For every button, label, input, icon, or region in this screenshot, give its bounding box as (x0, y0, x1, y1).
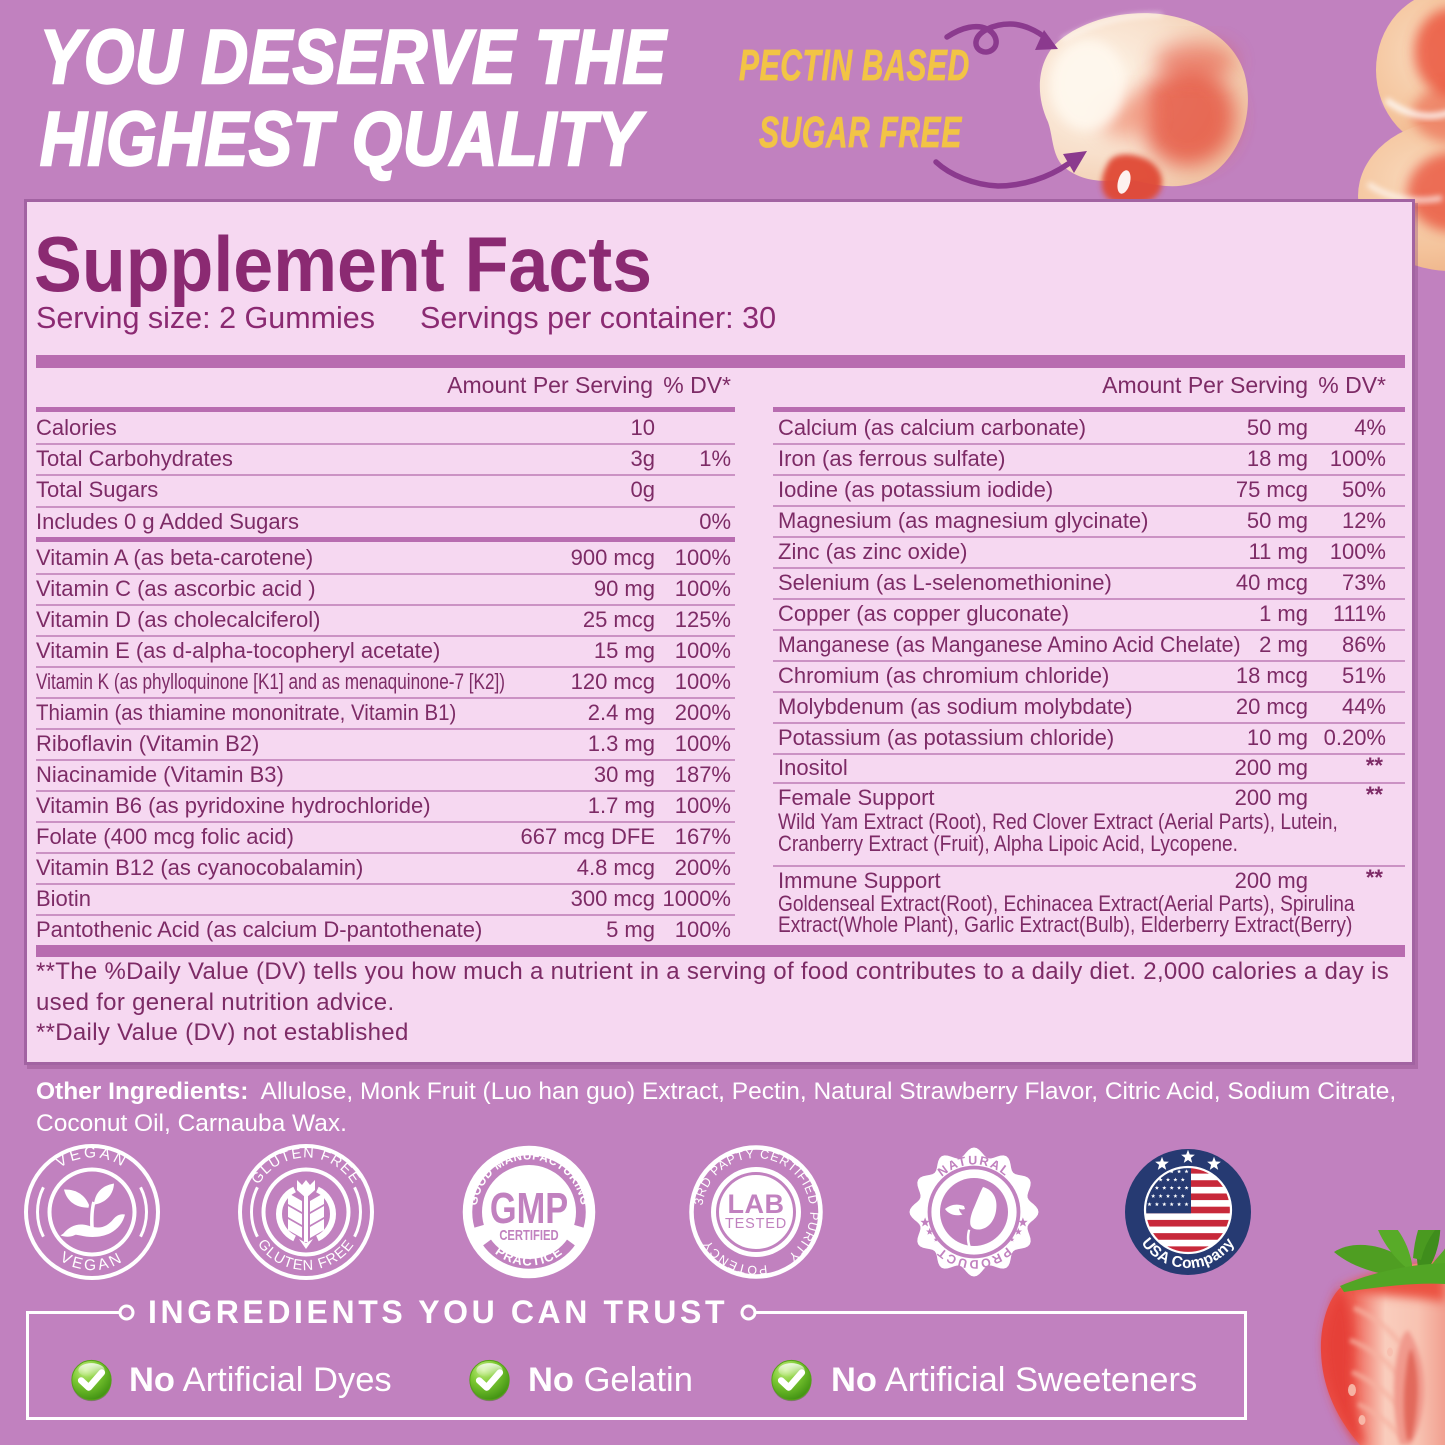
svg-text:LAB: LAB (728, 1189, 785, 1219)
svg-text:TESTED: TESTED (725, 1216, 787, 1232)
svg-text:VEGAN: VEGAN (53, 1144, 131, 1171)
svg-text:CERTIFIED: CERTIFIED (499, 1226, 559, 1243)
svg-text:GMP: GMP (490, 1184, 568, 1233)
